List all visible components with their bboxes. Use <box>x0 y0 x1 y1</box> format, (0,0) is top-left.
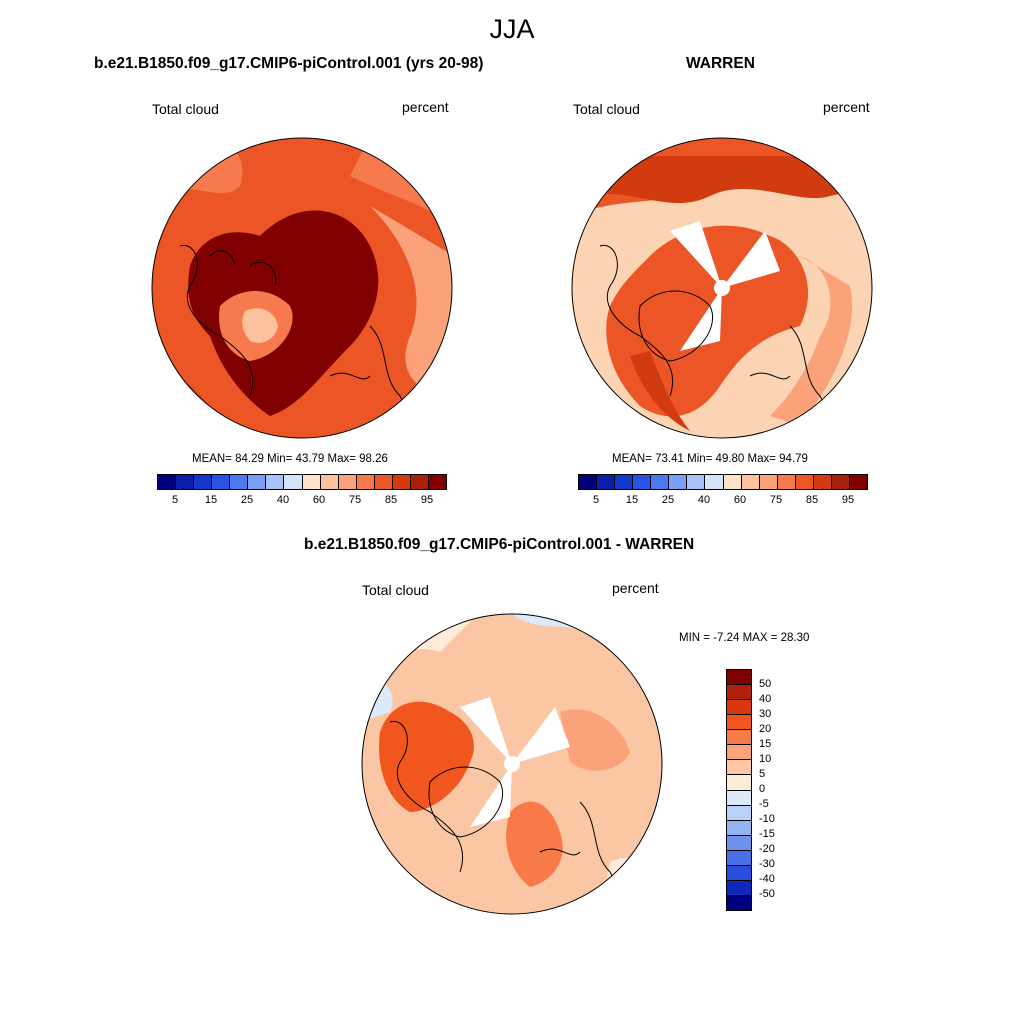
colorbar-box <box>705 475 724 489</box>
colorbar-box <box>727 760 751 776</box>
panel-1-colorbar <box>157 474 447 490</box>
colorbar-box <box>669 475 688 489</box>
colorbar-tick-label: 0 <box>759 783 766 795</box>
colorbar-tick-label: 85 <box>384 494 398 506</box>
colorbar-tick-label: 40 <box>759 693 772 705</box>
panel-3-title: b.e21.B1850.f09_g17.CMIP6-piControl.001 … <box>304 536 695 553</box>
colorbar-box <box>727 865 751 881</box>
panel-3-colorbar <box>726 669 752 911</box>
colorbar-tick-label: 15 <box>204 494 218 506</box>
colorbar-box <box>176 475 195 489</box>
colorbar-box <box>849 475 867 489</box>
panel-2-polar-map <box>571 137 873 439</box>
colorbar-box <box>727 880 751 896</box>
panel-1-polar-map <box>151 137 453 439</box>
colorbar-box <box>759 475 778 489</box>
panel-1-variable-label: Total cloud <box>152 101 219 117</box>
panel-3-stats: MIN = -7.24 MAX = 28.30 <box>679 632 810 644</box>
figure-title: JJA <box>489 14 535 44</box>
colorbar-tick-label: 95 <box>420 494 434 506</box>
colorbar-box <box>248 475 267 489</box>
colorbar-box <box>727 850 751 866</box>
colorbar-tick-label: 10 <box>759 753 772 765</box>
panel-2-units-label: percent <box>823 99 870 115</box>
colorbar-box <box>597 475 616 489</box>
colorbar-tick-label: 40 <box>697 494 711 506</box>
colorbar-tick-label: 5 <box>759 768 766 780</box>
colorbar-tick-label: -15 <box>759 828 775 840</box>
colorbar-box <box>356 475 375 489</box>
colorbar-box <box>727 895 751 910</box>
colorbar-tick-label: 5 <box>171 494 179 506</box>
colorbar-tick-label: -5 <box>759 798 769 810</box>
colorbar-tick-label: 85 <box>805 494 819 506</box>
colorbar-box <box>727 730 751 746</box>
colorbar-box <box>284 475 303 489</box>
panel-2-colorbar <box>578 474 868 490</box>
panel-1-stats: MEAN= 84.29 Min= 43.79 Max= 98.26 <box>192 453 388 465</box>
colorbar-box <box>266 475 285 489</box>
colorbar-box <box>410 475 429 489</box>
panel-3-polar-map <box>361 613 663 915</box>
colorbar-tick-label: 75 <box>348 494 362 506</box>
colorbar-tick-label: 50 <box>759 678 772 690</box>
colorbar-tick-label: -10 <box>759 813 775 825</box>
colorbar-box <box>212 475 231 489</box>
colorbar-box <box>338 475 357 489</box>
colorbar-box <box>727 745 751 761</box>
colorbar-tick-label: 15 <box>759 738 772 750</box>
colorbar-tick-label: 25 <box>661 494 675 506</box>
colorbar-box <box>777 475 796 489</box>
colorbar-box <box>831 475 850 489</box>
colorbar-box <box>579 475 598 489</box>
colorbar-box <box>727 700 751 716</box>
colorbar-box <box>727 790 751 806</box>
colorbar-box <box>727 670 751 686</box>
colorbar-box <box>727 715 751 731</box>
colorbar-box <box>194 475 213 489</box>
colorbar-box <box>687 475 706 489</box>
colorbar-box <box>158 475 177 489</box>
panel-2-stats: MEAN= 73.41 Min= 49.80 Max= 94.79 <box>612 453 808 465</box>
colorbar-tick-label: 75 <box>769 494 783 506</box>
colorbar-box <box>727 820 751 836</box>
colorbar-tick-label: -40 <box>759 873 775 885</box>
colorbar-tick-label: 60 <box>733 494 747 506</box>
colorbar-box <box>727 775 751 791</box>
panel-2-title: WARREN <box>686 55 755 72</box>
colorbar-tick-label: 20 <box>759 723 772 735</box>
colorbar-box <box>320 475 339 489</box>
colorbar-box <box>633 475 652 489</box>
colorbar-tick-label: 5 <box>592 494 600 506</box>
colorbar-box <box>374 475 393 489</box>
colorbar-box <box>651 475 670 489</box>
colorbar-box <box>727 685 751 701</box>
colorbar-box <box>302 475 321 489</box>
colorbar-box <box>392 475 411 489</box>
colorbar-tick-label: -20 <box>759 843 775 855</box>
colorbar-tick-label: 95 <box>841 494 855 506</box>
colorbar-tick-label: 40 <box>276 494 290 506</box>
colorbar-box <box>795 475 814 489</box>
colorbar-box <box>813 475 832 489</box>
colorbar-box <box>741 475 760 489</box>
panel-3-units-label: percent <box>612 580 659 596</box>
colorbar-tick-label: 25 <box>240 494 254 506</box>
colorbar-box <box>727 805 751 821</box>
colorbar-box <box>723 475 742 489</box>
colorbar-box <box>428 475 446 489</box>
colorbar-tick-label: -50 <box>759 888 775 900</box>
colorbar-tick-label: 30 <box>759 708 772 720</box>
colorbar-box <box>615 475 634 489</box>
panel-2-variable-label: Total cloud <box>573 101 640 117</box>
colorbar-box <box>230 475 249 489</box>
panel-3-variable-label: Total cloud <box>362 582 429 598</box>
colorbar-tick-label: 60 <box>312 494 326 506</box>
colorbar-tick-label: -30 <box>759 858 775 870</box>
colorbar-box <box>727 835 751 851</box>
colorbar-tick-label: 15 <box>625 494 639 506</box>
panel-1-title: b.e21.B1850.f09_g17.CMIP6-piControl.001 … <box>94 55 484 72</box>
panel-1-units-label: percent <box>402 99 449 115</box>
